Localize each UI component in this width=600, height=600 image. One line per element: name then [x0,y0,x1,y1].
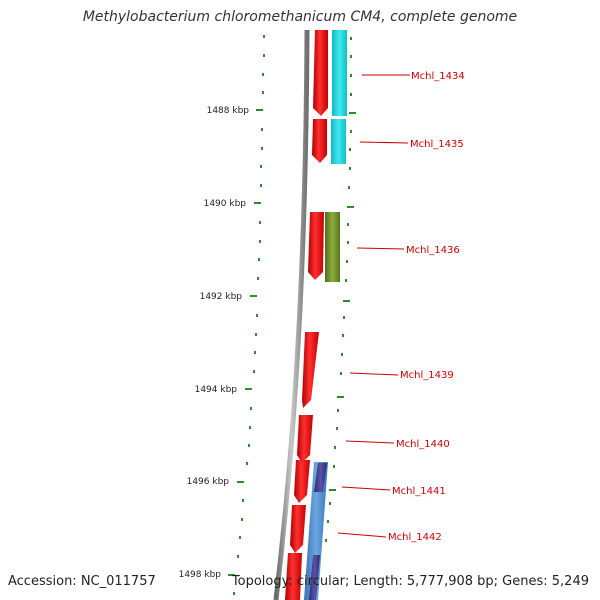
cds-feature [294,460,310,503]
gene-labels: Mchl_1434 Mchl_1435 Mchl_1436 Mchl_1439 … [388,71,465,543]
cds-feature [285,553,302,600]
scale-labels: 1488 kbp 1490 kbp 1492 kbp 1494 kbp 1496… [179,106,250,580]
cds-feature [297,415,313,463]
genome-backbone [273,29,310,600]
cyan-feature [331,119,346,164]
cds-feature [290,505,306,553]
genome-stats-text: Topology: circular; Length: 5,777,908 bp… [231,574,589,589]
gene-label[interactable]: Mchl_1442 [388,532,442,543]
gene-label[interactable]: Mchl_1441 [392,486,446,497]
left-scale-ticks [233,35,265,595]
scale-label-1494: 1494 kbp [195,385,238,395]
gene-label[interactable]: Mchl_1440 [396,439,450,450]
cyan-feature [332,30,347,116]
gene-label[interactable]: Mchl_1435 [410,139,464,150]
map-title: Methylobacterium chloromethanicum CM4, c… [82,9,518,25]
purple-feature [309,555,320,600]
scale-label-1496: 1496 kbp [187,477,230,487]
accession-text: Accession: NC_011757 [8,574,156,589]
scale-label-1498: 1498 kbp [179,570,222,580]
right-scale-major-ticks [329,112,356,491]
scale-label-1488: 1488 kbp [207,106,250,116]
cds-feature [313,30,328,116]
scale-label-1490: 1490 kbp [204,199,247,209]
cds-feature [312,119,327,163]
gene-leader-lines [337,74,410,538]
purple-feature [314,463,327,492]
scale-label-1492: 1492 kbp [200,292,243,302]
cds-feature [302,332,319,408]
right-scale-ticks [325,37,352,542]
blue-feature [304,462,328,600]
olive-feature [325,212,340,282]
left-scale-major-ticks [228,109,263,576]
gene-label[interactable]: Mchl_1434 [411,71,465,82]
gene-label[interactable]: Mchl_1436 [406,245,460,256]
gene-label[interactable]: Mchl_1439 [400,370,454,381]
cds-feature [308,212,324,280]
